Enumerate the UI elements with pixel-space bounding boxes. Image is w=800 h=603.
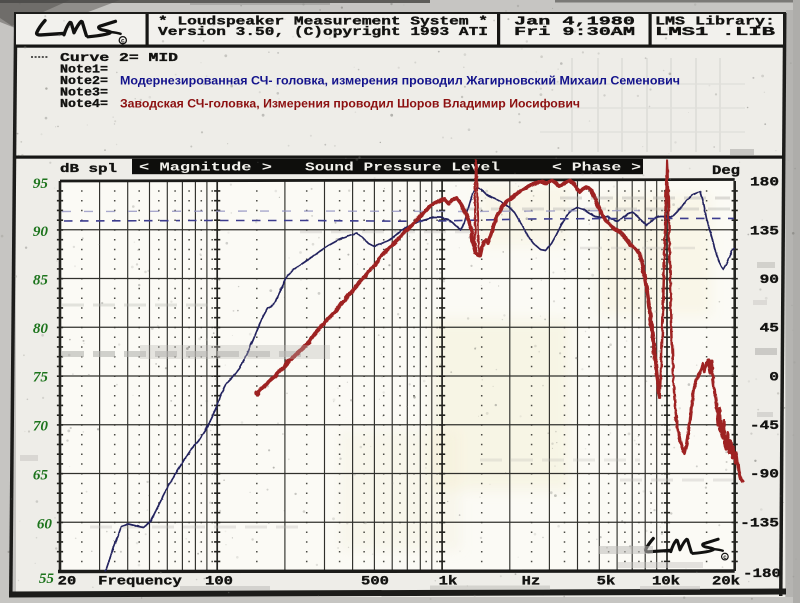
svg-text:5k: 5k xyxy=(597,575,616,589)
svg-text:Hz: Hz xyxy=(522,575,541,589)
svg-text:0: 0 xyxy=(769,370,779,385)
svg-text:LMS1 .LIB: LMS1 .LIB xyxy=(655,25,775,39)
svg-text:Модернезированная СЧ- головка,: Модернезированная СЧ- головка, измерения… xyxy=(120,76,680,88)
svg-text:LMS Library:: LMS Library: xyxy=(655,15,775,29)
svg-text:80: 80 xyxy=(33,320,49,337)
svg-text:Note2=: Note2= xyxy=(60,74,108,88)
svg-text:100: 100 xyxy=(205,575,233,589)
svg-text:70: 70 xyxy=(33,418,49,435)
svg-text:* Loudspeaker Measurement Syst: * Loudspeaker Measurement System * xyxy=(158,15,488,29)
svg-text:Fri 9:30AM: Fri 9:30AM xyxy=(514,25,635,39)
svg-text:< Magnitude >: < Magnitude > xyxy=(139,161,272,175)
svg-text:Curve 2= MID: Curve 2= MID xyxy=(60,51,178,65)
svg-text:-135: -135 xyxy=(740,516,779,531)
svg-text:180: 180 xyxy=(750,175,779,190)
svg-text:-180: -180 xyxy=(743,566,781,581)
svg-text:10k: 10k xyxy=(652,575,681,589)
svg-text:85: 85 xyxy=(33,272,49,289)
svg-text:-90: -90 xyxy=(750,467,779,482)
svg-text:20: 20 xyxy=(58,575,77,589)
svg-text:500: 500 xyxy=(361,575,389,589)
svg-text:135: 135 xyxy=(750,224,779,239)
svg-text:45: 45 xyxy=(760,321,780,336)
svg-text:90: 90 xyxy=(33,223,49,240)
svg-text:Sound Pressure Level: Sound Pressure Level xyxy=(305,161,500,175)
svg-text:Deg: Deg xyxy=(712,163,740,178)
svg-text:dB spl: dB spl xyxy=(60,162,117,176)
svg-text:Note3=: Note3= xyxy=(60,86,108,100)
svg-text:Version 3.50, (C)opyright 1993: Version 3.50, (C)opyright 1993 ATI xyxy=(158,25,488,39)
svg-text:65: 65 xyxy=(33,467,49,484)
svg-text:95: 95 xyxy=(33,175,49,192)
svg-text:c: c xyxy=(121,38,125,45)
svg-text:20k: 20k xyxy=(712,575,741,589)
svg-text:Frequency: Frequency xyxy=(98,575,182,589)
svg-text:Заводская СЧ-головка, Измерени: Заводская СЧ-головка, Измерения проводил… xyxy=(120,99,580,111)
svg-text:< Phase >: < Phase > xyxy=(552,161,641,175)
svg-text:1k: 1k xyxy=(439,575,458,589)
svg-text:55: 55 xyxy=(39,570,55,587)
svg-text:Jan 4,1980: Jan 4,1980 xyxy=(514,15,635,29)
svg-text:90: 90 xyxy=(760,272,780,287)
svg-text:60: 60 xyxy=(37,516,53,533)
svg-text:c: c xyxy=(723,555,727,561)
svg-text:-45: -45 xyxy=(750,418,779,433)
svg-text:75: 75 xyxy=(33,369,49,386)
svg-text:Note1=: Note1= xyxy=(60,63,108,77)
svg-text:Note4=: Note4= xyxy=(60,97,108,111)
